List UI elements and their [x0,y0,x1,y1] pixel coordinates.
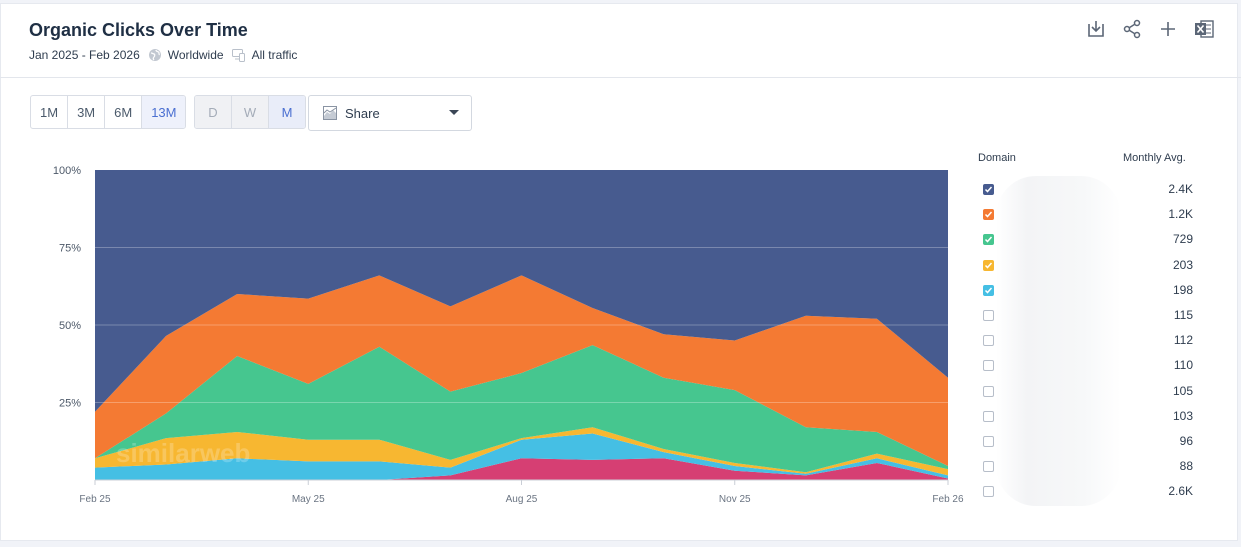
legend-monthly-avg: 112 [1173,333,1193,348]
legend-row[interactable]: 96 [983,433,1193,451]
legend-row[interactable]: 105 [983,383,1193,401]
metric-dropdown-value: Share [345,105,380,121]
legend-row[interactable]: 2.6K [983,483,1193,501]
legend-checkbox[interactable] [983,184,994,195]
granularity-daily-button[interactable]: D [195,96,232,128]
legend-checkbox[interactable] [983,284,994,296]
y-tick-label: 100% [53,165,81,177]
legend-monthly-avg: 115 [1173,308,1193,322]
legend-checkbox[interactable] [983,385,994,397]
legend-monthly-avg: 2.4K [1168,182,1193,196]
x-tick-label: Nov 25 [719,494,751,505]
legend-checkbox[interactable] [983,310,994,321]
area-series-4[interactable] [95,345,948,473]
share-icon[interactable] [1121,18,1143,40]
y-tick-label: 50% [59,320,81,332]
y-tick-label: 25% [59,398,81,410]
range-6m-button[interactable]: 6M [105,96,143,128]
similarweb-watermark: similarweb [116,438,250,468]
download-icon[interactable] [1085,18,1107,40]
legend-checkbox[interactable] [983,209,994,221]
legend-row[interactable]: 203 [983,257,1193,275]
x-tick-label: Feb 26 [932,494,964,505]
legend-monthly-avg: 203 [1172,257,1193,272]
header-actions [1085,18,1215,40]
widget-subtitle: Jan 2025 - Feb 2026 Worldwide All traffi… [29,48,297,62]
granularity-monthly-button[interactable]: M [269,96,305,128]
legend-row[interactable]: 112 [983,332,1193,350]
region-label: Worldwide [167,48,224,62]
legend-row[interactable]: 88 [983,458,1193,476]
header-divider [0,77,1241,78]
legend-row[interactable]: 110 [983,357,1193,375]
plus-icon[interactable] [1157,18,1179,40]
legend-monthly-avg: 110 [1173,358,1193,373]
area-chart-icon [323,106,337,120]
range-3m-button[interactable]: 3M [68,96,106,128]
range-selector: 1M 3M 6M 13M [30,95,187,129]
area-series-2[interactable] [95,433,948,481]
legend-checkbox[interactable] [983,486,994,498]
legend-monthly-avg: 88 [1179,459,1193,474]
blurred-domain-names [996,176,1121,506]
y-tick-label: 75% [59,243,81,255]
area-series-5[interactable] [95,275,948,467]
excel-icon[interactable] [1193,18,1215,40]
range-13m-button[interactable]: 13M [142,96,186,128]
legend-checkbox[interactable] [983,234,994,246]
x-tick-label: Aug 25 [506,494,538,505]
legend-monthly-avg: 729 [1172,232,1193,247]
granularity-selector: D W M [194,95,306,129]
legend-domain-header: Domain [978,152,1016,164]
legend-row[interactable]: 1.2K [983,206,1193,224]
legend-row[interactable]: 115 [983,307,1193,325]
legend-row[interactable]: 729 [983,231,1193,249]
legend-monthly-avg: 105 [1172,383,1193,398]
legend-monthly-avg: 96 [1179,434,1193,448]
legend-monthly-avg: 2.6K [1168,484,1193,499]
traffic-label: All traffic [251,48,298,62]
range-1m-button[interactable]: 1M [31,96,69,128]
devices-icon [231,48,246,62]
legend-checkbox[interactable] [983,461,994,473]
area-series-3[interactable] [95,427,948,476]
legend-row[interactable]: 198 [983,282,1193,300]
granularity-weekly-button[interactable]: W [232,96,269,128]
legend-checkbox[interactable] [983,436,994,447]
legend-row[interactable]: 2.4K [983,181,1193,199]
x-tick-label: May 25 [292,494,325,505]
widget-title: Organic Clicks Over Time [29,20,248,40]
globe-icon [148,48,162,62]
legend-checkbox[interactable] [983,360,994,372]
area-series-1[interactable] [95,458,948,480]
date-range: Jan 2025 - Feb 2026 [29,48,140,62]
legend-row[interactable]: 103 [983,408,1193,426]
area-series-6[interactable] [95,170,948,412]
legend-monthly-avg: 1.2K [1168,207,1193,222]
metric-dropdown[interactable]: Share [308,95,472,131]
legend-avg-header: Monthly Avg. [1123,152,1186,164]
legend-checkbox[interactable] [983,410,994,422]
chevron-down-icon [449,110,459,115]
legend-checkbox[interactable] [983,335,994,347]
legend-monthly-avg: 198 [1172,282,1193,297]
x-tick-label: Feb 25 [79,494,111,505]
legend-monthly-avg: 103 [1172,408,1193,423]
legend-checkbox[interactable] [983,259,994,271]
